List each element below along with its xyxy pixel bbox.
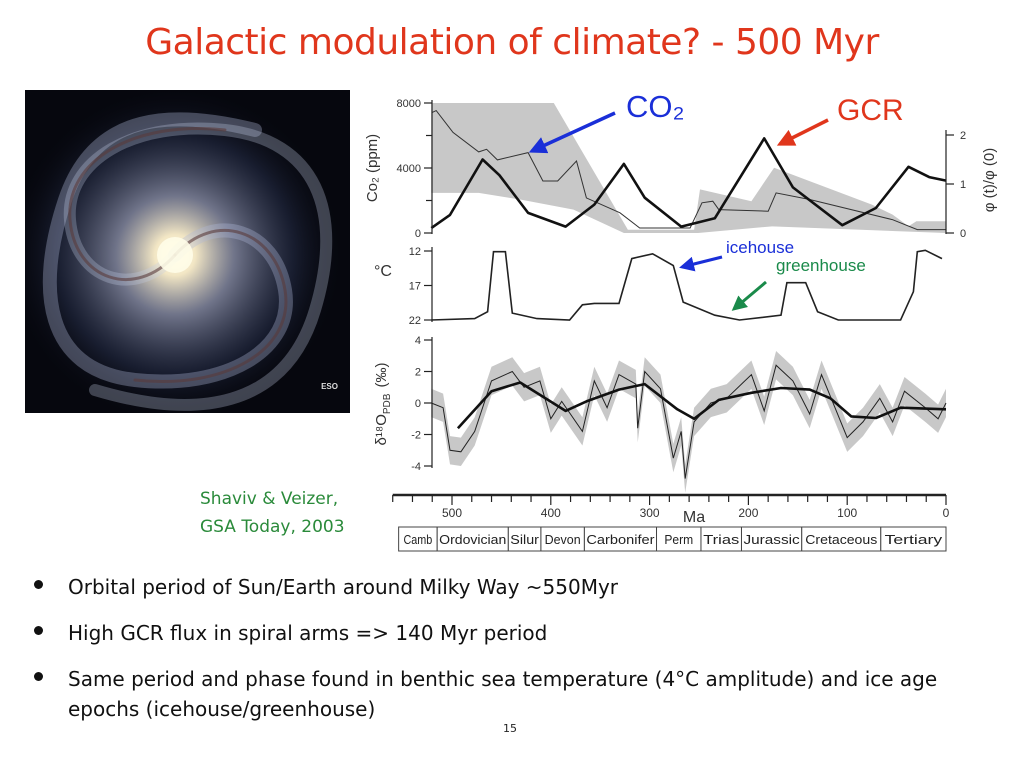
period-label: Carbonifer bbox=[586, 532, 655, 547]
period-box bbox=[656, 526, 702, 552]
d18o-tick-label: 4 bbox=[415, 335, 421, 347]
time-x-tick-label: 0 bbox=[943, 506, 950, 520]
period-box bbox=[436, 526, 509, 552]
time-x-tick-label: 500 bbox=[442, 506, 462, 520]
period-label: Silur bbox=[510, 532, 539, 547]
citation-authors: Shaviv & Veizer, bbox=[200, 489, 339, 509]
period-box bbox=[740, 526, 803, 552]
period-label: Cretaceous bbox=[805, 532, 878, 547]
co2-tick-label: 8000 bbox=[397, 98, 421, 110]
period-box bbox=[540, 526, 585, 552]
period-box bbox=[700, 526, 742, 552]
d18o-tick-label: -4 bbox=[411, 461, 421, 473]
co2-annotation: CO₂ bbox=[626, 89, 685, 124]
period-label: Ordovician bbox=[439, 532, 506, 547]
galaxy-image: ESO bbox=[25, 90, 350, 413]
period-box bbox=[507, 526, 542, 552]
d18o-tick-label: 0 bbox=[415, 398, 421, 410]
period-box bbox=[880, 526, 947, 552]
time-x-tick-label: 200 bbox=[738, 506, 758, 520]
gcr-tick-label: 1 bbox=[960, 179, 966, 191]
period-box bbox=[398, 526, 438, 552]
time-x-tick-label: 300 bbox=[640, 506, 660, 520]
greenhouse-annotation: greenhouse bbox=[776, 256, 866, 275]
time-x-tick-label: 100 bbox=[837, 506, 857, 520]
d18o-tick-label: 2 bbox=[415, 367, 421, 379]
period-label: Camb bbox=[404, 532, 433, 547]
image-credit: ESO bbox=[321, 382, 338, 391]
temperature-axis-label: °C bbox=[374, 263, 392, 280]
co2-series-line bbox=[431, 109, 946, 231]
period-label: Tertiary bbox=[885, 532, 943, 547]
co2-arrow-icon bbox=[528, 111, 616, 154]
d18o-tick-label: -2 bbox=[411, 430, 421, 442]
time-x-tick-label: 400 bbox=[541, 506, 561, 520]
bullet-dot-icon bbox=[34, 672, 43, 681]
spiral-galaxy-picture bbox=[25, 90, 350, 413]
x-axis-label: Ma bbox=[683, 509, 705, 526]
icehouse-arrow-icon bbox=[679, 255, 723, 272]
period-label: Perm bbox=[664, 532, 693, 547]
co2-band-area bbox=[431, 103, 946, 233]
slide-title: Galactic modulation of climate? - 500 My… bbox=[145, 22, 879, 63]
temperature-tick-label: 22 bbox=[409, 315, 421, 327]
bullet-dot-icon bbox=[34, 580, 43, 589]
period-label: Devon bbox=[545, 532, 581, 547]
gcr-arrow-icon bbox=[776, 118, 829, 146]
gcr-axis-label: φ (t)/φ (0) bbox=[981, 148, 998, 212]
d18o-axis-label: δ¹⁸OPDB(‰) bbox=[373, 363, 393, 446]
co2-tick-label: 4000 bbox=[397, 163, 421, 175]
co2-uncertainty-band bbox=[431, 103, 946, 233]
period-label: Jurassic bbox=[743, 532, 800, 547]
icehouse-annotation: icehouse bbox=[726, 238, 794, 257]
co2-tick-label: 0 bbox=[415, 228, 421, 240]
gcr-tick-label: 0 bbox=[960, 228, 966, 240]
d18o-smooth-line bbox=[456, 381, 947, 430]
period-label: Trias bbox=[703, 532, 740, 547]
temperature-tick-label: 17 bbox=[409, 281, 421, 293]
gcr-series-line bbox=[430, 137, 947, 230]
page-number: 15 bbox=[503, 722, 517, 735]
gcr-annotation: GCR bbox=[837, 94, 904, 127]
d18o-band-area bbox=[431, 351, 946, 493]
bullet-dot-icon bbox=[34, 626, 43, 635]
gcr-tick-label: 2 bbox=[960, 130, 966, 142]
d18o-raw-line bbox=[431, 364, 947, 479]
greenhouse-arrow-icon bbox=[731, 280, 767, 311]
co2-axis-label: Co₂ (ppm) bbox=[364, 134, 381, 202]
citation-journal: GSA Today, 2003 bbox=[200, 517, 345, 537]
temperature-series-line bbox=[431, 249, 943, 321]
temperature-tick-label: 12 bbox=[409, 246, 421, 258]
